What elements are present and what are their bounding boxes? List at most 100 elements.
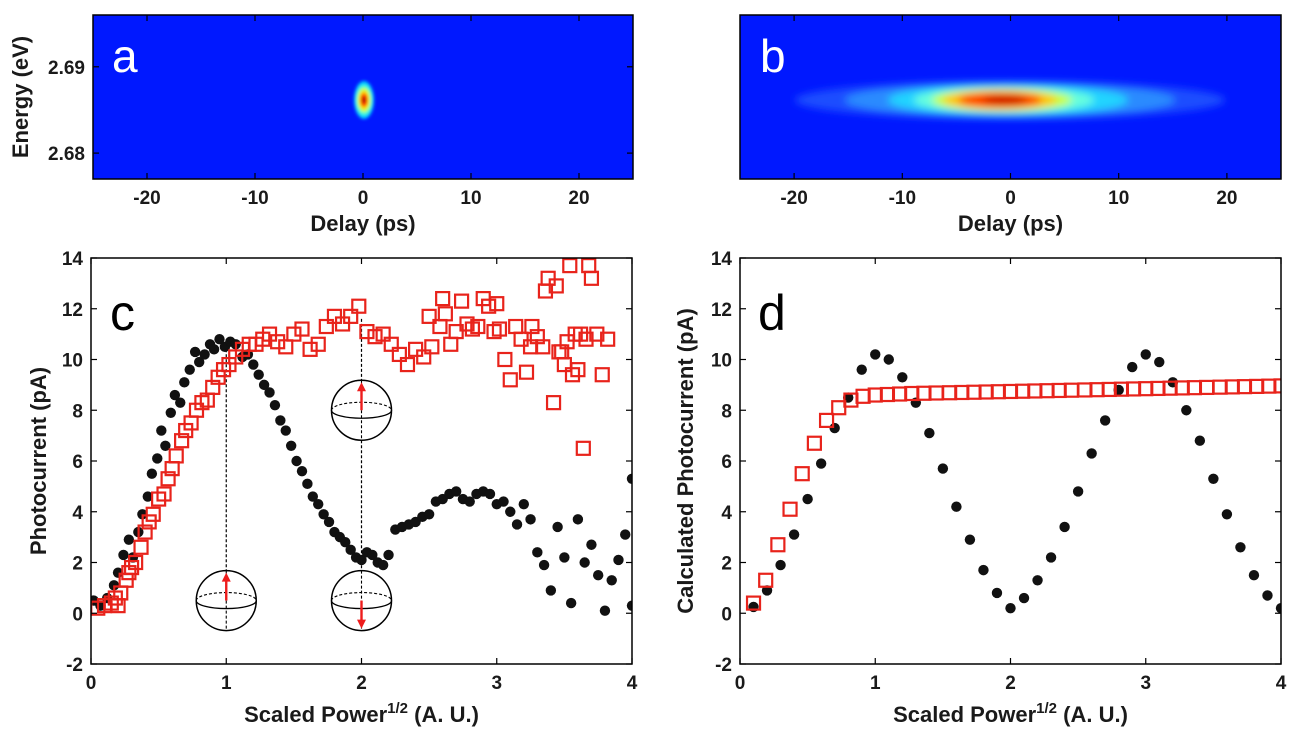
panel-a-ylabel: Energy (eV) [8,36,33,158]
panel-d-dot-point [1032,575,1043,586]
bloch-arrowhead-icon [221,572,231,582]
panel-c-square-point [294,321,310,337]
panel-c-dot-point [484,488,496,500]
panel-c-square-point [334,316,351,332]
panel-c-ytick-label: 0 [72,604,83,625]
bloch-sphere-icon [330,379,393,441]
panel-c-dot-point [626,473,632,484]
panel-c-dot-point [302,478,313,490]
panel-c-ylabel: Photocurrent (pA) [26,367,51,555]
panel-c-square-point [537,283,554,299]
panel-c-square-point [453,293,470,309]
panel-c-dot-point [264,387,275,398]
panel-c-dot-point [606,575,617,586]
panel-c-dot-point [137,509,148,520]
panel-b-xtick-label: -10 [889,188,916,209]
panel-c-dot-point [214,334,225,345]
panel-d-xlabel-sup: 1/2 [1036,700,1057,717]
panel-a-ytick-label: 2.69 [48,58,85,79]
panel-c-square-point [359,323,375,340]
panel-c-dot-point [175,397,186,408]
panel-c-square-point [600,331,616,347]
panel-c-square-point [448,323,464,340]
panel-c-square-point [123,559,140,576]
panel-b-letter: b [760,30,786,82]
panel-b-xtick-label: 10 [1108,188,1129,209]
panel-b-hotspot [795,81,1225,119]
panel-c-dot-point [179,377,190,388]
panel-c-square-point [133,539,149,555]
panel-c-dot-point [592,569,604,581]
panel-c-dot-point [532,547,543,558]
panel-d-dot-point [978,564,989,576]
panel-a-xtick-label: 10 [460,188,481,209]
panel-c-square-point [343,308,359,324]
panel-d-background [740,258,1281,664]
panel-d-ylabel: Calculated Photocurrent (pA) [673,308,698,614]
panel-c-dot-point [269,399,281,411]
panel-c-square-point [168,448,184,464]
panel-c-square-point [278,339,294,355]
panel-d-dot-point [1221,509,1233,520]
panel-d-ytick-label: 12 [711,300,732,321]
panel-c-dot-point [165,407,176,418]
panel-c-dot-point [613,554,624,566]
panel-c-square-point [310,336,326,352]
panel-c-dot-point [189,346,201,358]
panel-c-dot-point [340,537,351,548]
panel-d-square-point [758,572,774,588]
panel-d-dot-point [1140,349,1151,360]
panel-c-square-point [502,372,518,388]
panel-d-xtick-label: 3 [1140,673,1151,694]
panel-c-square-point [497,351,513,368]
panel-d-ytick-label: 0 [721,604,732,625]
panel-c-square-point [575,440,591,456]
panel-c-dot-point [377,559,389,571]
panel-c-dot-point [208,344,220,355]
panel-d-dot-point [775,559,786,571]
panel-c-square-point [481,298,497,314]
panel-d-xtick-label: 4 [1276,673,1287,694]
panel-c-square-point [326,308,343,324]
panel-c-square-point [435,291,451,307]
panel-c-dot-point [356,554,367,566]
panel-c-square-point [513,331,529,347]
panel-c-dot-point [152,453,163,464]
panel-d-dot-point [883,354,894,365]
panel-c-dot-point [313,498,324,510]
panel-c-square-point [128,554,144,571]
panel-c-xtick-label: 0 [86,673,97,694]
panel-b-xlabel-main: Delay (ps) [958,211,1063,236]
panel-c-square-point [302,341,318,357]
panel-c-square-point [424,339,440,355]
panel-c-square-point [156,486,172,502]
panel-a-xlabel: Delay (ps) [310,211,415,236]
bloch-sphere-icon [330,569,393,632]
panel-c-xtick-label: 4 [627,673,638,694]
panel-c-square-point [318,318,334,335]
panel-c-square-point [594,367,610,383]
panel-d-xtick-label: 2 [1005,673,1016,694]
panel-c-dot-point [156,425,167,436]
panel-c-dot-point [383,549,394,561]
panel-c-bloch-insets [195,318,393,632]
panel-d-dot-point [924,427,935,439]
panel-d-square-point [770,537,786,553]
panel-c-dot-point [285,440,297,451]
panel-c-dot-point [464,496,475,507]
panel-c-square-point [522,339,539,355]
panel-d-dot-point [1099,415,1111,426]
panel-c-square-point [581,258,597,274]
panel-b-xtick-label: -20 [780,188,807,209]
panel-d-dot-point [1154,356,1165,368]
panel-c-dot-point [160,440,171,451]
panel-c-square-point [375,326,391,342]
panel-c-xlabel-sup: 1/2 [387,700,408,717]
panel-a-xtick-label: -20 [133,188,160,209]
panel-b-xtick-label: 0 [1005,188,1016,209]
panel-c-square-point [562,258,578,274]
panel-d-dot-point [897,372,908,383]
panel-c-square-point [570,362,586,378]
panel-c-dot-point [258,379,270,391]
